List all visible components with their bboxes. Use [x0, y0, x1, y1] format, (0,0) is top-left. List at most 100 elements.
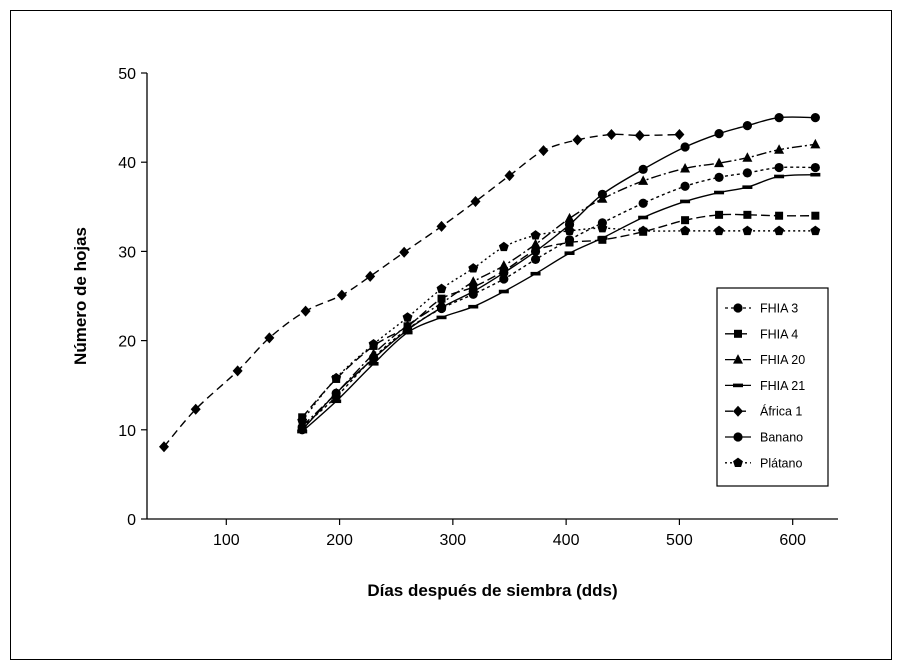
- data-point-fhia-3: [638, 198, 648, 208]
- legend-label-africa-1: África 1: [760, 404, 802, 419]
- x-tick-label: 400: [553, 532, 580, 549]
- data-point-fhia-20: [774, 144, 785, 154]
- data-point-fhia-21: [742, 185, 753, 189]
- legend-marker-fhia-4: [734, 329, 742, 338]
- y-tick-label: 30: [118, 244, 136, 261]
- data-point-banano: [638, 164, 648, 174]
- data-point-banano: [402, 325, 413, 335]
- data-point-banano: [810, 113, 820, 123]
- legend-label-fhia-4: FHIA 4: [760, 327, 798, 341]
- data-point-platano: [468, 263, 479, 273]
- data-point-fhia-21: [468, 304, 479, 309]
- data-point-banano: [331, 388, 341, 398]
- legend-marker-banano: [733, 432, 743, 442]
- x-tick-label: 100: [213, 532, 240, 549]
- series-line-fhia-21: [301, 173, 816, 433]
- data-point-platano: [638, 225, 649, 236]
- data-point-banano: [468, 286, 478, 297]
- data-point-fhia-20: [498, 260, 509, 270]
- legend-label-fhia-20: FHIA 20: [760, 353, 805, 367]
- data-point-fhia-20: [680, 162, 691, 173]
- data-point-platano: [530, 230, 541, 240]
- data-point-fhia-20: [564, 212, 575, 223]
- data-point-fhia-21: [714, 190, 725, 195]
- data-point-africa-1: [264, 332, 275, 344]
- data-point-fhia-3: [774, 162, 784, 173]
- data-point-africa-1: [158, 441, 169, 453]
- data-point-platano: [597, 223, 608, 233]
- data-point-africa-1: [538, 145, 549, 157]
- legend-label-fhia-3: FHIA 3: [760, 302, 798, 316]
- data-point-platano: [331, 372, 342, 383]
- data-point-africa-1: [634, 129, 645, 141]
- legend-marker-fhia-20: [733, 354, 743, 364]
- data-point-fhia-3: [530, 254, 541, 265]
- data-point-banano: [564, 220, 575, 230]
- data-point-banano: [597, 189, 607, 199]
- data-point-africa-1: [504, 170, 515, 182]
- data-point-fhia-3: [714, 172, 724, 182]
- y-tick-label: 20: [118, 334, 136, 351]
- data-point-banano: [436, 302, 447, 313]
- data-point-banano: [680, 142, 690, 152]
- data-point-fhia-20: [638, 175, 649, 185]
- y-tick-label: 10: [118, 423, 136, 440]
- legend-marker-fhia-21: [733, 383, 743, 388]
- data-point-fhia-21: [368, 361, 379, 366]
- data-point-platano: [742, 225, 753, 236]
- data-point-africa-1: [399, 246, 410, 258]
- data-point-fhia-21: [638, 215, 649, 220]
- data-point-fhia-3: [810, 162, 820, 173]
- legend-label-platano: Plátano: [760, 456, 802, 470]
- data-point-banano: [530, 246, 541, 256]
- x-tick-label: 200: [326, 532, 353, 549]
- y-axis-title: Número de hojas: [71, 227, 90, 365]
- data-point-africa-1: [300, 305, 311, 317]
- data-point-platano: [680, 225, 691, 236]
- data-point-africa-1: [674, 129, 685, 141]
- data-point-platano: [368, 338, 379, 349]
- data-point-fhia-21: [331, 399, 342, 404]
- data-point-fhia-21: [810, 172, 821, 177]
- data-point-fhia-4: [811, 211, 820, 220]
- data-point-platano: [714, 225, 724, 236]
- y-tick-label: 40: [118, 155, 136, 172]
- data-point-platano: [498, 241, 509, 252]
- data-point-banano: [714, 129, 724, 139]
- data-point-banano: [774, 113, 784, 123]
- data-point-banano: [297, 425, 307, 435]
- legend-label-fhia-21: FHIA 21: [760, 379, 805, 393]
- data-point-africa-1: [572, 134, 583, 146]
- x-axis-title: Días después de siembra (dds): [367, 581, 617, 600]
- data-point-fhia-3: [742, 168, 752, 178]
- data-point-fhia-21: [436, 315, 447, 320]
- data-point-fhia-20: [810, 138, 821, 149]
- legend-marker-platano: [733, 457, 743, 468]
- data-point-africa-1: [232, 365, 243, 377]
- data-point-fhia-4: [743, 210, 752, 219]
- data-point-platano: [774, 225, 785, 236]
- data-point-africa-1: [606, 129, 617, 141]
- legend-label-banano: Banano: [760, 431, 803, 445]
- series-line-platano: [301, 227, 816, 422]
- x-tick-label: 500: [666, 532, 693, 549]
- data-point-platano: [436, 283, 447, 294]
- data-point-banano: [368, 353, 379, 364]
- data-point-fhia-21: [530, 271, 541, 276]
- data-point-fhia-21: [774, 174, 785, 179]
- data-point-africa-1: [365, 270, 376, 282]
- data-point-fhia-20: [530, 238, 541, 249]
- x-tick-label: 600: [779, 532, 806, 549]
- series-line-africa-1: [163, 133, 680, 448]
- series-line-fhia-4: [301, 213, 816, 418]
- x-tick-label: 300: [440, 532, 467, 549]
- data-point-africa-1: [190, 403, 201, 415]
- data-point-africa-1: [436, 220, 447, 232]
- data-point-fhia-4: [565, 238, 574, 247]
- data-point-fhia-21: [597, 236, 608, 240]
- data-point-fhia-21: [680, 199, 691, 204]
- data-point-fhia-20: [468, 276, 479, 286]
- y-tick-label: 0: [127, 512, 136, 529]
- data-point-fhia-21: [498, 289, 509, 294]
